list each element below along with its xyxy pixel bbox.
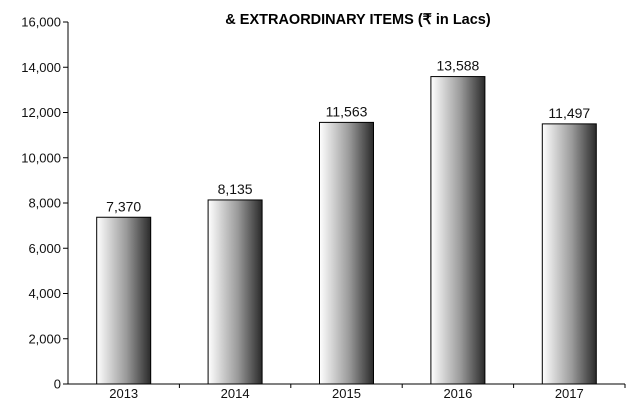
- data-label-2017: 11,497: [548, 105, 590, 121]
- y-tick-label: 12,000: [21, 105, 61, 120]
- bars: 7,370 8,135 11,563 13,588 11,497: [97, 58, 597, 384]
- x-tick-label: 2013: [109, 386, 138, 400]
- bar-2014: [208, 200, 262, 384]
- bar-2015: [320, 122, 374, 384]
- y-tick-label: 0: [54, 377, 61, 392]
- y-tick-label: 6,000: [28, 241, 61, 256]
- x-tick-label: 2015: [332, 386, 361, 400]
- y-tick-label: 8,000: [28, 196, 61, 211]
- bar-2017: [542, 124, 596, 384]
- y-tick-label: 2,000: [28, 331, 61, 346]
- bar-2016: [431, 77, 485, 384]
- data-label-2014: 8,135: [218, 181, 253, 197]
- y-tick-label: 14,000: [21, 60, 61, 75]
- x-tick-label: 2016: [443, 386, 472, 400]
- y-tick-label: 4,000: [28, 286, 61, 301]
- data-label-2013: 7,370: [106, 198, 141, 214]
- data-label-2016: 13,588: [436, 58, 479, 74]
- y-tick-label: 16,000: [21, 15, 61, 30]
- x-tick-label: 2017: [555, 386, 584, 400]
- y-tick-label: 10,000: [21, 150, 61, 165]
- data-label-2015: 11,563: [326, 103, 368, 119]
- bar-2013: [97, 217, 151, 384]
- x-tick-label: 2014: [221, 386, 250, 400]
- chart-title: & EXTRAORDINARY ITEMS (₹ in Lacs): [225, 12, 491, 28]
